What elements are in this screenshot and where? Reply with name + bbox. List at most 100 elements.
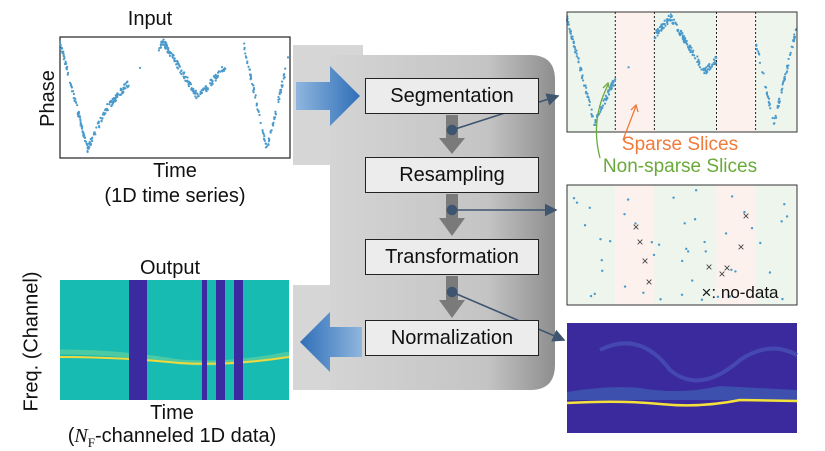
sparse-slice <box>615 185 655 305</box>
data-point <box>264 142 267 145</box>
data-point <box>84 136 87 139</box>
step-normalization: Normalization <box>365 320 539 356</box>
data-point <box>243 48 246 51</box>
data-point <box>208 82 212 85</box>
data-point <box>724 232 728 235</box>
data-point <box>72 97 75 100</box>
data-point <box>698 62 701 65</box>
data-point <box>176 66 179 69</box>
data-point <box>765 92 768 95</box>
data-point <box>572 40 575 44</box>
data-point <box>196 95 199 98</box>
data-point <box>608 89 611 92</box>
data-point <box>66 73 69 76</box>
data-point <box>210 82 214 85</box>
data-point <box>610 87 613 90</box>
data-point <box>614 78 617 81</box>
data-point <box>579 66 582 69</box>
data-point <box>81 131 84 134</box>
data-point <box>757 50 760 53</box>
data-point <box>657 243 661 246</box>
data-point <box>192 87 195 91</box>
sparse-slice <box>716 185 756 305</box>
data-point <box>682 41 686 44</box>
data-point <box>201 88 204 92</box>
data-point <box>195 97 198 100</box>
data-point <box>586 92 589 95</box>
spectrogram-glow <box>567 386 797 400</box>
data-point <box>273 116 277 119</box>
data-point <box>605 97 609 100</box>
data-point <box>259 121 262 125</box>
data-point <box>85 143 89 147</box>
data-point <box>590 108 593 111</box>
data-point <box>670 19 673 22</box>
data-point <box>771 116 774 120</box>
data-point <box>583 84 586 87</box>
data-point <box>59 43 62 46</box>
data-point <box>793 35 796 39</box>
data-point <box>206 88 210 91</box>
data-point <box>224 67 227 70</box>
data-point <box>88 140 91 144</box>
data-point <box>168 54 172 57</box>
data-point <box>791 46 794 49</box>
output-gap-band <box>216 280 225 400</box>
data-point <box>706 68 710 71</box>
caption-suffix: -channeled 1D data) <box>95 425 277 447</box>
data-point <box>686 43 689 46</box>
data-point <box>76 111 80 115</box>
data-point <box>575 52 578 55</box>
data-point <box>659 298 662 301</box>
data-point <box>187 83 190 86</box>
data-point <box>116 92 119 95</box>
data-point <box>209 78 212 82</box>
data-point <box>623 285 627 288</box>
data-point <box>575 49 578 52</box>
data-point <box>100 119 103 122</box>
data-point <box>692 49 695 52</box>
data-point <box>676 28 680 31</box>
nonsparse-slices-label: Non-sparse Slices <box>602 156 758 177</box>
data-point <box>184 75 187 79</box>
data-point <box>766 95 769 98</box>
data-point <box>281 80 284 83</box>
data-point <box>286 56 290 59</box>
data-point <box>594 119 597 122</box>
sparse-pointer-arrow <box>622 103 639 141</box>
input-plot <box>59 36 291 159</box>
data-point <box>167 49 170 52</box>
sparse-slice <box>716 12 756 132</box>
step-resampling: Resampling <box>365 157 539 193</box>
nonsparse-pointer-arrow <box>595 81 611 159</box>
data-point <box>700 298 704 301</box>
data-point <box>698 65 702 69</box>
data-point <box>658 29 661 32</box>
data-point <box>124 82 127 85</box>
data-point <box>661 27 664 30</box>
data-point <box>204 85 208 88</box>
data-point <box>255 102 258 105</box>
data-point <box>283 76 286 79</box>
data-point <box>567 23 570 26</box>
data-point <box>653 37 656 40</box>
data-point <box>750 226 754 230</box>
data-point <box>160 41 163 44</box>
data-point <box>787 57 790 61</box>
data-point <box>74 100 77 103</box>
data-point <box>768 271 772 274</box>
data-point <box>63 62 67 66</box>
data-point <box>686 250 690 253</box>
data-point <box>589 294 593 298</box>
data-point <box>588 206 591 209</box>
data-point <box>674 21 677 24</box>
data-point <box>680 293 684 296</box>
data-point <box>705 69 708 72</box>
data-point <box>777 98 781 101</box>
data-point <box>243 42 246 45</box>
data-point <box>683 222 686 225</box>
data-point <box>263 134 266 138</box>
data-point <box>216 74 220 77</box>
data-point <box>93 131 96 134</box>
data-point <box>214 79 217 82</box>
